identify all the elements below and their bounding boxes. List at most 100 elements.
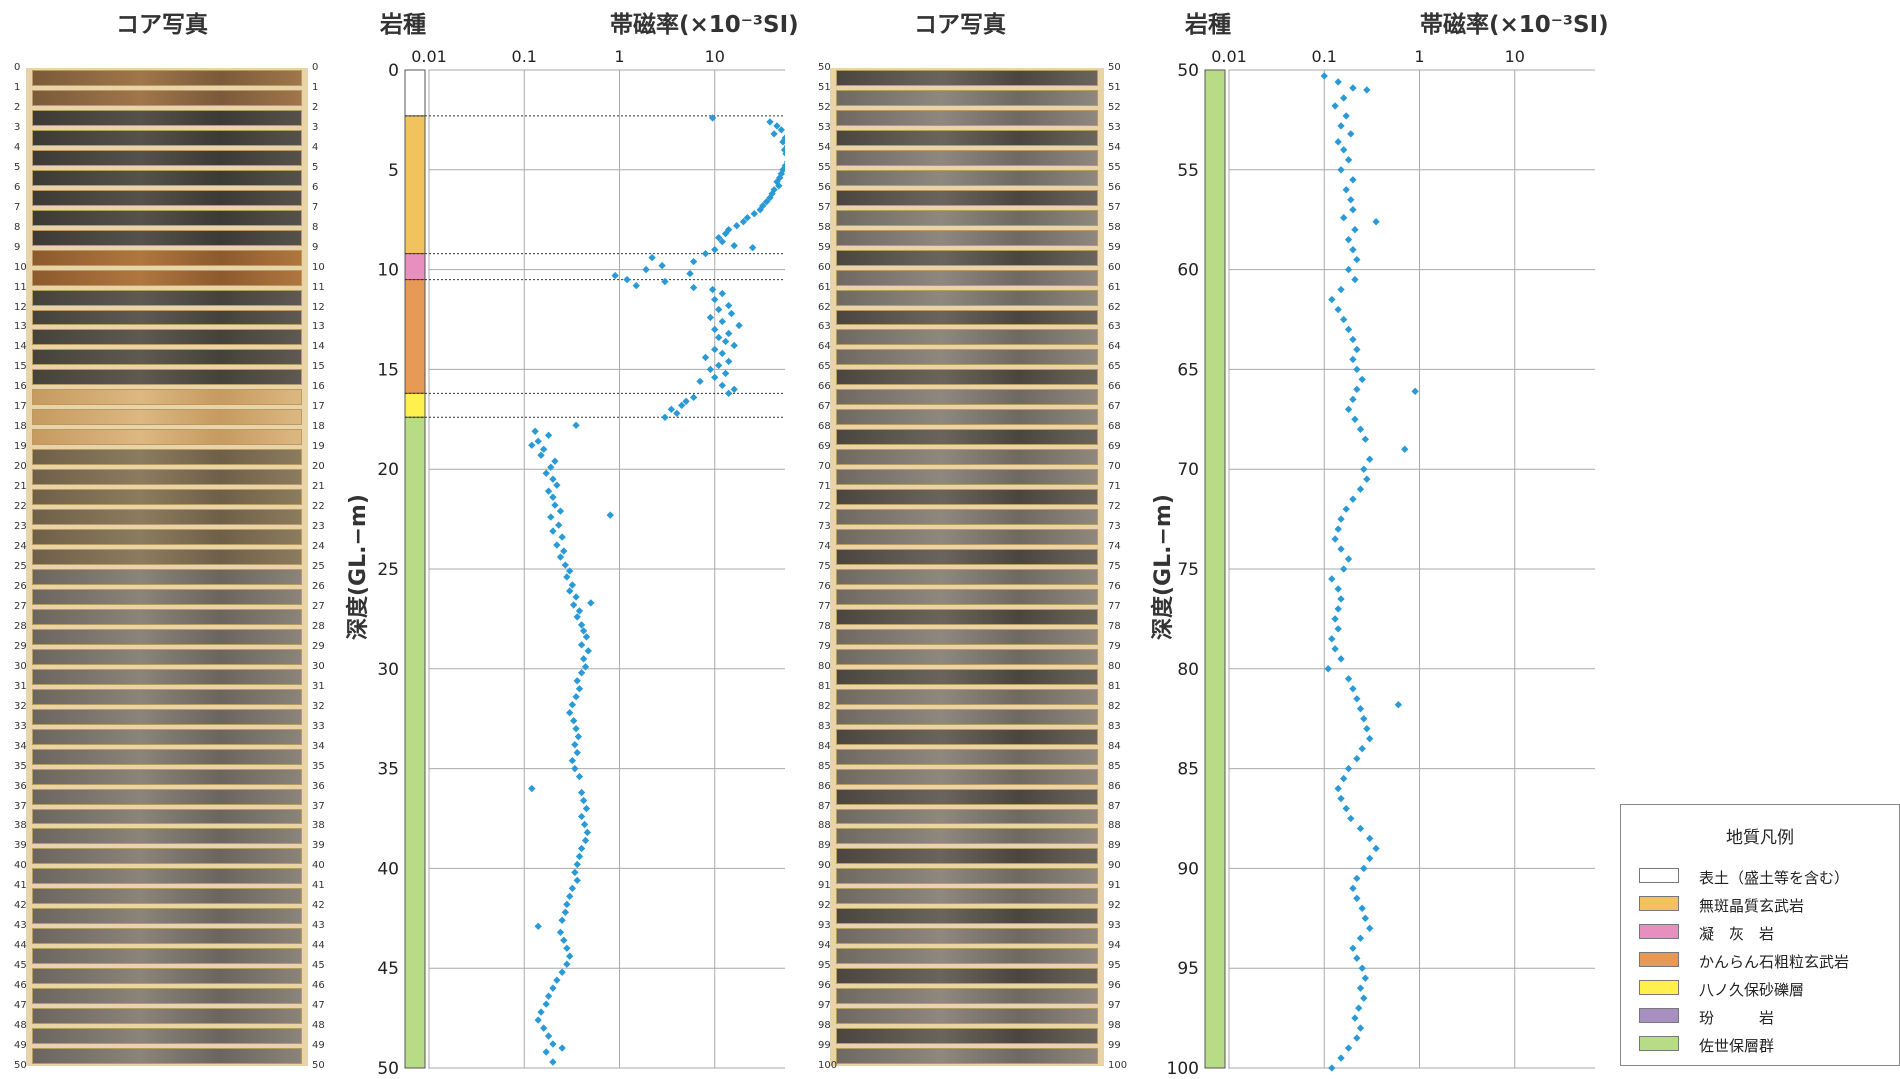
core-row <box>836 429 1098 446</box>
y-tick-label: 80 <box>1177 660 1199 680</box>
core-depth-mark: 90 <box>818 860 831 872</box>
y-tick-label: 0 <box>388 61 399 81</box>
y-tick-label: 60 <box>1177 261 1199 281</box>
core-depth-mark: 61 <box>1108 281 1121 293</box>
core-depth-mark: 29 <box>312 640 325 652</box>
core-depth-mark: 84 <box>1108 740 1121 752</box>
data-point <box>721 369 730 378</box>
core-depth-mark: 6 <box>14 181 21 193</box>
susceptibility-chart-upper: 0.010.111010005101520253035404550 <box>377 47 785 1079</box>
core-row <box>836 129 1098 146</box>
core-photo-left <box>26 68 308 1066</box>
data-point <box>689 393 698 402</box>
core-depth-mark: 32 <box>312 700 325 712</box>
data-point <box>542 469 550 477</box>
data-point <box>730 385 738 394</box>
core-row <box>836 89 1098 106</box>
core-row <box>836 269 1098 286</box>
core-depth-mark: 24 <box>14 541 27 553</box>
core-row <box>32 788 302 805</box>
core-row <box>836 708 1098 725</box>
data-point <box>1340 94 1348 102</box>
core-depth-mark: 19 <box>312 441 325 453</box>
data-point <box>561 561 570 569</box>
legend-label: 凝 灰 岩 <box>1699 925 1775 943</box>
data-point <box>1356 485 1365 493</box>
core-depth-mark: 94 <box>818 940 831 952</box>
core-depth-mark: 68 <box>1108 421 1121 433</box>
core-depth-mark: 89 <box>1108 840 1121 852</box>
data-point <box>563 960 571 968</box>
core-depth-mark: 74 <box>1108 541 1121 553</box>
core-depth-mark: 39 <box>312 840 325 852</box>
data-point <box>724 389 733 398</box>
core-depth-mark: 70 <box>1108 461 1121 473</box>
core-depth-mark: 44 <box>312 940 325 952</box>
core-row <box>836 668 1098 685</box>
rock-stratum <box>404 392 426 418</box>
core-depth-mark: 34 <box>14 740 27 752</box>
core-depth-mark: 49 <box>312 1040 325 1052</box>
core-row <box>836 369 1098 386</box>
data-point <box>715 361 723 370</box>
data-point <box>583 828 592 837</box>
core-depth-mark: 90 <box>1108 860 1121 872</box>
core-row <box>836 628 1098 645</box>
core-depth-mark: 16 <box>14 381 27 393</box>
core-depth-mark: 89 <box>818 840 831 852</box>
y-tick-label: 30 <box>377 660 399 680</box>
core-depth-mark: 96 <box>1108 980 1121 992</box>
data-point <box>566 952 574 960</box>
core-depth-mark: 96 <box>818 980 831 992</box>
core-row <box>32 1028 302 1045</box>
core-depth-mark: 50 <box>1108 62 1121 73</box>
core-depth-mark: 91 <box>1108 880 1121 892</box>
y-tick-label: 65 <box>1177 360 1199 380</box>
data-point <box>718 381 726 390</box>
core-row <box>32 708 302 725</box>
y-tick-label: 75 <box>1177 560 1199 580</box>
core-depth-mark: 88 <box>818 820 831 832</box>
core-depth-mark: 65 <box>1108 361 1121 373</box>
core-depth-mark: 4 <box>312 141 319 153</box>
core-depth-mark: 26 <box>312 580 325 592</box>
core-depth-mark: 41 <box>14 880 27 892</box>
core-row <box>32 608 302 625</box>
data-point <box>1342 505 1350 513</box>
y-tick-label: 50 <box>377 1059 399 1079</box>
core-depth-mark: 82 <box>818 700 831 712</box>
legend-label: 無斑晶質玄武岩 <box>1699 897 1805 915</box>
data-point <box>661 413 669 421</box>
rock-stratum <box>404 416 426 1069</box>
data-point <box>721 337 730 346</box>
core-depth-mark: 50 <box>312 1060 325 1071</box>
core-depth-mark: 88 <box>1108 820 1121 832</box>
y-tick-label: 45 <box>377 959 399 979</box>
core-depth-mark: 56 <box>1108 181 1121 193</box>
core-row <box>32 648 302 665</box>
core-depth-mark: 47 <box>14 1000 27 1012</box>
data-point <box>558 533 566 541</box>
data-point <box>606 511 614 519</box>
core-depth-mark: 64 <box>818 341 831 353</box>
core-depth-mark: 69 <box>1108 441 1121 453</box>
core-depth-mark: 40 <box>312 860 325 872</box>
core-depth-mark: 53 <box>1108 121 1121 133</box>
core-row <box>32 309 302 326</box>
data-point <box>553 481 561 489</box>
core-depth-mark: 82 <box>1108 700 1121 712</box>
core-row <box>836 968 1098 985</box>
data-point <box>537 1008 545 1016</box>
core-depth-mark: 15 <box>312 361 325 373</box>
core-depth-mark: 20 <box>312 461 325 473</box>
core-depth-mark: 83 <box>1108 720 1121 732</box>
core-depth-mark: 95 <box>818 960 831 972</box>
core-depth-mark: 100 <box>1108 1060 1128 1071</box>
core-depth-mark: 26 <box>14 580 27 592</box>
core-depth-mark: 34 <box>312 740 325 752</box>
data-point <box>581 836 590 845</box>
core-depth-mark: 64 <box>1108 341 1121 353</box>
core-depth-mark: 85 <box>1108 760 1121 772</box>
data-point <box>718 349 726 358</box>
core-depth-mark: 70 <box>818 461 831 473</box>
